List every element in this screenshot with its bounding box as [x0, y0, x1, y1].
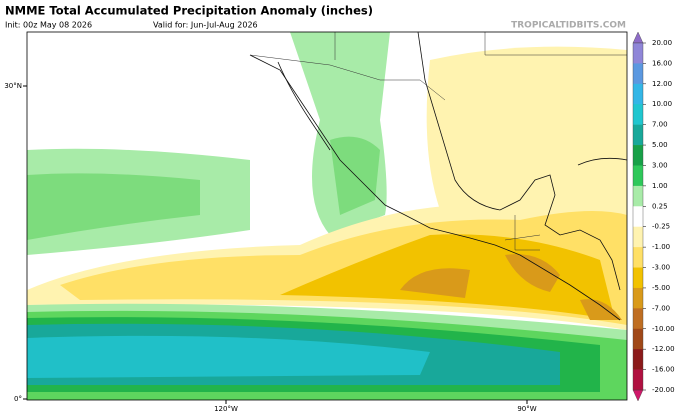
valid-period: Valid for: Jun-Jul-Aug 2026: [153, 21, 258, 30]
colorbar-segment: [633, 185, 643, 207]
colorbar-label: 10.00: [652, 100, 672, 108]
colorbar-segment: [633, 43, 643, 64]
lat-label: 0°: [14, 395, 22, 403]
lat-label: 30°N: [4, 82, 22, 90]
colorbar-segment: [633, 349, 643, 370]
colorbar-top: [632, 31, 644, 44]
colorbar-label: -7.00: [652, 304, 670, 312]
colorbar-label: 1.00: [652, 182, 668, 190]
colorbar-label: -3.00: [652, 264, 670, 272]
colorbar-label: 5.00: [652, 141, 668, 149]
colorbar-label: -16.00: [652, 366, 675, 374]
colorbar-segment: [633, 226, 643, 248]
colorbar-label: 16.00: [652, 59, 672, 67]
colorbar-label: 0.25: [652, 202, 668, 210]
lon-label: 90°W: [517, 405, 536, 413]
colorbar: 20.00 16.00 12.00 10.00 7.00 5.00 3.00 1.00 0.25…: [632, 31, 675, 402]
colorbar-label: -10.00: [652, 325, 675, 333]
colorbar-segment: [633, 104, 643, 125]
watermark: TROPICALTIDBITS.COM: [511, 21, 626, 31]
colorbar-bottom: [632, 389, 644, 402]
colorbar-segment: [633, 308, 643, 330]
colorbar-segment: [633, 83, 643, 105]
colorbar-frame: [632, 42, 644, 391]
colorbar-label: 12.00: [652, 80, 672, 88]
colorbar-segment: [633, 328, 643, 350]
colorbar-segment: [633, 247, 643, 268]
colorbar-segment: [633, 369, 643, 391]
colorbar-label: 7.00: [652, 121, 668, 129]
colorbar-segment: [633, 165, 643, 187]
colorbar-label: -1.00: [652, 243, 670, 251]
title: NMME Total Accumulated Precipitation Ano…: [5, 4, 373, 18]
colorbar-label: -12.00: [652, 345, 675, 353]
colorbar-label: -0.25: [652, 223, 670, 231]
colorbar-label: 20.00: [652, 39, 672, 47]
colorbar-label: -20.00: [652, 386, 675, 394]
map: [26, 31, 628, 401]
colorbar-segment: [633, 63, 643, 85]
colorbar-segment: [633, 124, 643, 146]
colorbar-label: -5.00: [652, 284, 670, 292]
colorbar-label: 3.00: [652, 161, 668, 169]
colorbar-segment: [633, 287, 643, 309]
colorbar-segment: [633, 267, 643, 289]
lat-lon-labels: 30°N 0° 120°W 90°W: [4, 82, 536, 413]
colorbar-segment: [633, 206, 643, 228]
init-time: Init: 00z May 08 2026: [5, 21, 92, 30]
colorbar-segment: [633, 145, 643, 166]
lon-label: 120°W: [214, 405, 238, 413]
